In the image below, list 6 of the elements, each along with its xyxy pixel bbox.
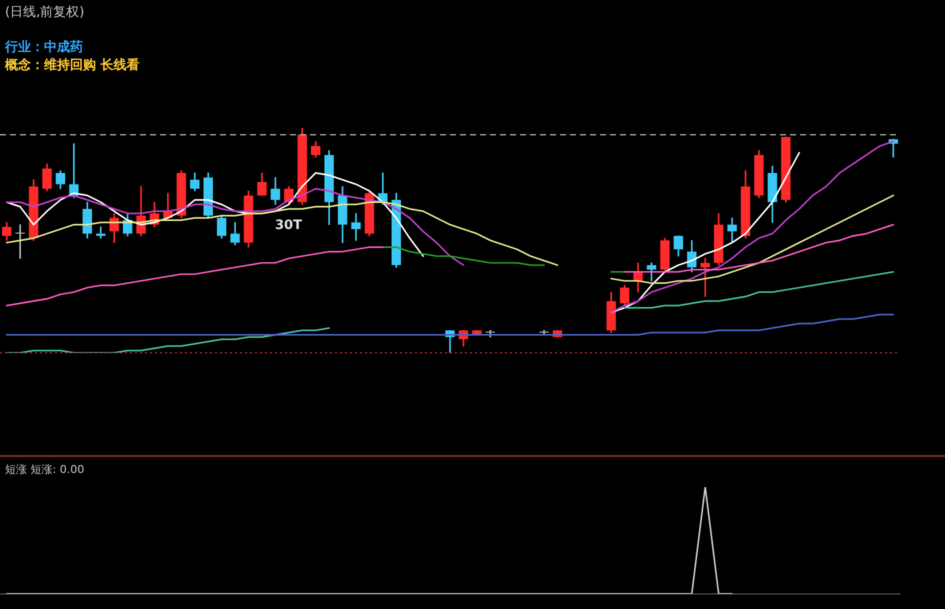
text: 概念：维持回购 长线看 [5, 56, 140, 74]
text: 行业：中成药 [5, 39, 83, 56]
chart-title: (日线,前复权) [5, 4, 84, 21]
candlestick [96, 226, 106, 238]
annotation: 30T [275, 218, 302, 233]
chart-title: 短涨 短涨: 0.00 [5, 462, 84, 477]
